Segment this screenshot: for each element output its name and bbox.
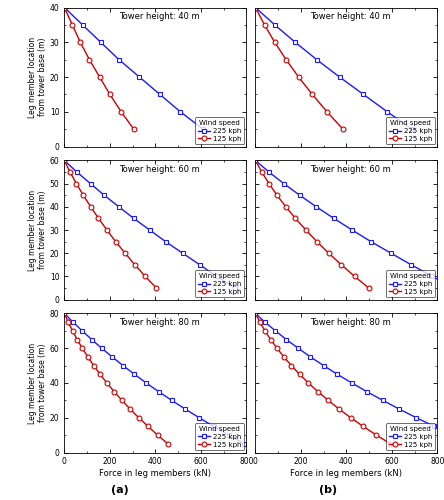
Legend: 225 kph, 125 kph: 225 kph, 125 kph xyxy=(386,270,435,297)
Y-axis label: Leg member location
from tower base (m): Leg member location from tower base (m) xyxy=(28,36,47,117)
Text: Tower height: 40 m: Tower height: 40 m xyxy=(310,12,390,20)
Text: Tower height: 60 m: Tower height: 60 m xyxy=(309,164,390,173)
Legend: 225 kph, 125 kph: 225 kph, 125 kph xyxy=(386,424,435,450)
Text: (b): (b) xyxy=(320,485,337,495)
Legend: 225 kph, 125 kph: 225 kph, 125 kph xyxy=(195,118,244,144)
Legend: 225 kph, 125 kph: 225 kph, 125 kph xyxy=(195,424,244,450)
Y-axis label: Leg member location
from tower base (m): Leg member location from tower base (m) xyxy=(28,342,47,423)
Text: Tower height: 60 m: Tower height: 60 m xyxy=(119,164,199,173)
Text: Tower height: 80 m: Tower height: 80 m xyxy=(119,318,199,326)
Text: Tower height: 80 m: Tower height: 80 m xyxy=(309,318,390,326)
Text: (a): (a) xyxy=(111,485,129,495)
Legend: 225 kph, 125 kph: 225 kph, 125 kph xyxy=(195,270,244,297)
X-axis label: Force in leg members (kN): Force in leg members (kN) xyxy=(290,469,402,478)
X-axis label: Force in leg members (kN): Force in leg members (kN) xyxy=(99,469,211,478)
Text: Tower height: 40 m: Tower height: 40 m xyxy=(119,12,199,20)
Y-axis label: Leg member location
from tower base (m): Leg member location from tower base (m) xyxy=(28,190,47,270)
Legend: 225 kph, 125 kph: 225 kph, 125 kph xyxy=(386,118,435,144)
